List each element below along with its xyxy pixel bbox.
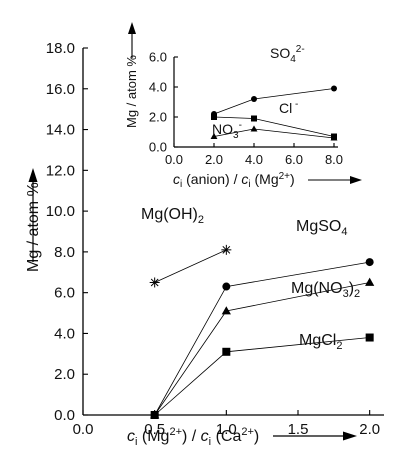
main-x-ticks: 0.0 0.5 1.0 1.5 2.0: [73, 410, 380, 438]
main-point-mgoh2: [149, 277, 160, 288]
main-point-mgso4: [365, 258, 374, 267]
main-point-mgno32: [221, 306, 231, 315]
inset-y-ticks: 0.0 2.0 4.0 6.0: [149, 50, 178, 155]
main-y-tick-label: 2.0: [54, 366, 75, 383]
main-x-tick-label: 2.0: [359, 421, 380, 438]
inset-x-tick-label: 8.0: [325, 152, 343, 167]
inset-point-no3: [210, 132, 218, 140]
inset-point-cl: [211, 114, 217, 120]
inset-point-no3: [250, 125, 258, 132]
inset-point-cl: [251, 115, 257, 122]
label-so4: SO42-: [270, 44, 305, 65]
svg-text:Mg / atom %: Mg / atom %: [124, 55, 139, 128]
inset-x-ticks: 0.0 2.0 4.0 6.0 8.0: [165, 143, 343, 167]
inset-y-axis-label: Mg / atom %: [124, 22, 139, 128]
inset-y-tick-label: 0.0: [149, 140, 167, 155]
main-x-tick-label: 1.0: [216, 421, 237, 438]
label-mgoh2: Mg(OH)2: [141, 206, 204, 226]
main-y-tick-label: 0.0: [54, 407, 75, 424]
label-mgcl2: MgCl2: [299, 332, 342, 352]
label-mgso4: MgSO4: [296, 218, 347, 238]
inset-y-tick-label: 6.0: [149, 50, 167, 65]
main-point-mgcl2: [365, 333, 374, 342]
main-y-axis-label: Mg / atom %: [25, 168, 42, 272]
svg-text:ci (Mg2+) / ci (Ca2+): ci (Mg2+) / ci (Ca2+): [127, 426, 259, 448]
main-point-mgcl2: [222, 347, 231, 356]
inset-series-line-so42: [213, 88, 335, 115]
inset-y-tick-label: 4.0: [149, 80, 167, 95]
main-y-tick-label: 10.0: [46, 203, 75, 220]
svg-text:ci (anion) / ci (Mg2+): ci (anion) / ci (Mg2+): [173, 171, 295, 190]
main-y-tick-label: 4.0: [54, 325, 75, 342]
main-y-tick-label: 16.0: [46, 81, 75, 98]
inset-x-tick-label: 4.0: [245, 152, 263, 167]
main-y-tick-label: 6.0: [54, 285, 75, 302]
inset-series: [210, 85, 338, 141]
main-series-line-mgoh2: [154, 249, 227, 283]
main-point-mgoh2: [221, 244, 232, 255]
main-point-mgcl2: [150, 411, 159, 419]
label-mgno32: Mg(NO3)2: [291, 280, 360, 300]
inset-point-so42: [251, 96, 257, 102]
main-y-tick-label: 14.0: [46, 122, 75, 139]
label-cl: Cl -: [279, 99, 298, 116]
main-y-tick-label: 18.0: [46, 40, 75, 57]
main-point-mgno32: [365, 277, 375, 286]
main-x-tick-label: 0.5: [144, 421, 165, 438]
main-x-tick-label: 1.5: [288, 421, 309, 438]
inset-x-tick-label: 0.0: [165, 152, 183, 167]
inset-x-tick-label: 2.0: [205, 152, 223, 167]
inset-point-no3: [330, 134, 338, 141]
main-x-axis-label: ci (Mg2+) / ci (Ca2+): [127, 426, 357, 448]
inset-x-tick-label: 6.0: [285, 152, 303, 167]
main-x-tick-label: 0.0: [73, 421, 94, 438]
main-y-tick-label: 12.0: [46, 162, 75, 179]
inset-point-so42: [331, 85, 337, 92]
main-series: [149, 244, 375, 419]
inset-y-tick-label: 2.0: [149, 110, 167, 125]
main-y-tick-label: 8.0: [54, 244, 75, 261]
main-point-mgso4: [222, 282, 231, 291]
inset-x-axis-label: ci (anion) / ci (Mg2+): [173, 171, 362, 190]
main-y-ticks: 0.0 2.0 4.0 6.0 8.0 10.0 12.0 14.0 16.0 18.0: [46, 40, 88, 424]
